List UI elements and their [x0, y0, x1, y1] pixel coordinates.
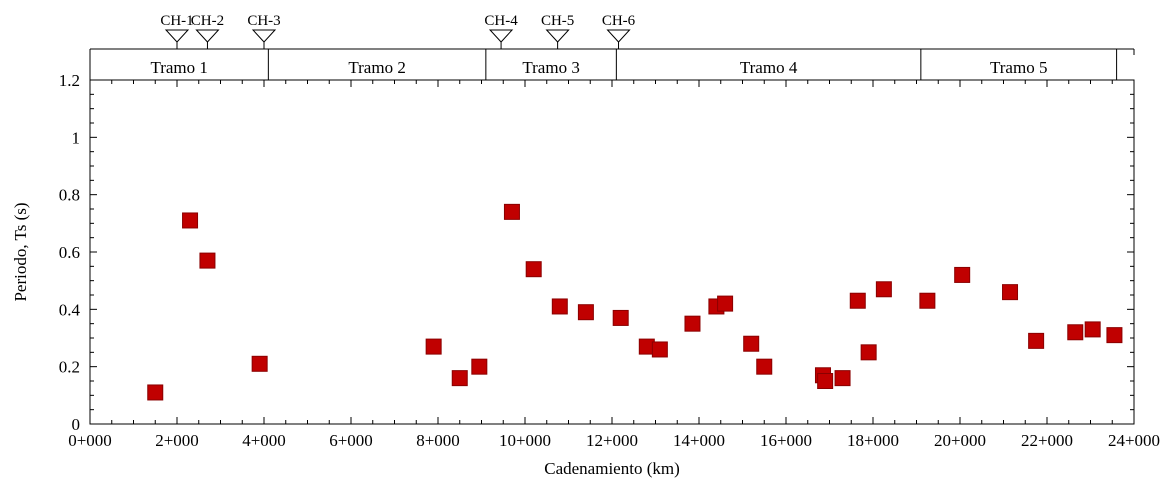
ch-marker-label: CH-5	[541, 13, 574, 29]
data-point	[425, 338, 442, 355]
data-point	[919, 292, 936, 309]
y-tick-label: 0.8	[59, 186, 80, 205]
x-axis-title: Cadenamiento (km)	[544, 459, 680, 478]
tramo-label: Tramo 3	[522, 58, 579, 77]
ch-marker-triangle	[251, 29, 277, 43]
data-point	[451, 370, 468, 387]
x-tick-label: 24+000	[1108, 431, 1160, 450]
data-points	[147, 203, 1123, 401]
x-tick-label: 10+000	[499, 431, 551, 450]
data-point	[577, 304, 594, 321]
y-tick-label: 0.2	[59, 358, 80, 377]
data-point	[551, 298, 568, 315]
x-tick-label: 8+000	[416, 431, 460, 450]
ch-marker-label: CH-3	[247, 13, 280, 29]
data-point	[743, 335, 760, 352]
data-point	[1067, 324, 1084, 341]
data-point	[684, 315, 701, 332]
data-point	[717, 295, 734, 312]
x-tick-label: 18+000	[847, 431, 899, 450]
tramo-label: Tramo 4	[740, 58, 798, 77]
data-point	[875, 281, 892, 298]
y-tick-label: 1	[72, 128, 81, 147]
tramo-band: Tramo 1 Tramo 2 Tramo 3 Tramo 4 Tramo 5	[89, 48, 1135, 80]
data-point	[503, 203, 520, 220]
plot-area	[89, 79, 1135, 425]
data-point	[199, 252, 216, 269]
ch-marker-label: CH-2	[191, 13, 224, 29]
x-tick-label: 22+000	[1021, 431, 1073, 450]
data-point	[1002, 284, 1019, 301]
data-point	[1084, 321, 1101, 338]
x-tick-label: 14+000	[673, 431, 725, 450]
data-point	[1028, 332, 1045, 349]
data-point	[251, 355, 268, 372]
ch-marker-triangle	[488, 29, 514, 43]
ch-marker-label: CH-6	[602, 13, 636, 29]
x-tick-label: 0+000	[68, 431, 112, 450]
x-tick-label: 2+000	[155, 431, 199, 450]
data-point	[612, 309, 629, 326]
ch-marker-label: CH-4	[484, 13, 518, 29]
x-axis-tick-labels: 0+000 2+000 4+000 6+000 8+000 10+000 12+000 14+…	[68, 431, 1160, 450]
x-tick-label: 12+000	[586, 431, 638, 450]
x-tick-label: 4+000	[242, 431, 286, 450]
data-point	[1106, 327, 1123, 344]
y-axis-tick-labels: 0 0.2 0.4 0.6 0.8 1 1.2	[59, 71, 81, 434]
ch-marker-triangle	[195, 29, 220, 43]
data-point	[849, 292, 866, 309]
x-tick-label: 6+000	[329, 431, 373, 450]
x-tick-label: 20+000	[934, 431, 986, 450]
data-point	[182, 212, 199, 229]
y-tick-label: 0	[72, 415, 81, 434]
tramo-label: Tramo 2	[348, 58, 405, 77]
data-point	[834, 370, 851, 387]
ch-marker-row: CH-1CH-2 CH-3 CH-4 CH-5 CH-6	[160, 13, 636, 49]
data-point	[525, 261, 542, 278]
x-tick-label: 16+000	[760, 431, 812, 450]
y-axis-title: Periodo, Ts (s)	[11, 202, 30, 301]
y-tick-label: 0.4	[59, 300, 81, 319]
tramo-label: Tramo 1	[150, 58, 207, 77]
axis-ticks	[89, 79, 1135, 425]
data-point	[954, 266, 971, 283]
ch-marker-triangle	[606, 29, 631, 43]
data-point	[860, 344, 877, 361]
ch-marker-triangle	[164, 29, 190, 43]
data-point	[147, 384, 164, 401]
y-tick-label: 0.6	[59, 243, 80, 262]
ch-marker-label: CH-1	[160, 13, 193, 29]
ch-marker-triangle	[545, 29, 570, 43]
data-point	[471, 358, 488, 375]
tramo-label: Tramo 5	[990, 58, 1047, 77]
y-tick-label: 1.2	[59, 71, 80, 90]
data-point	[756, 358, 773, 375]
data-point	[651, 341, 668, 358]
data-point	[817, 373, 834, 389]
